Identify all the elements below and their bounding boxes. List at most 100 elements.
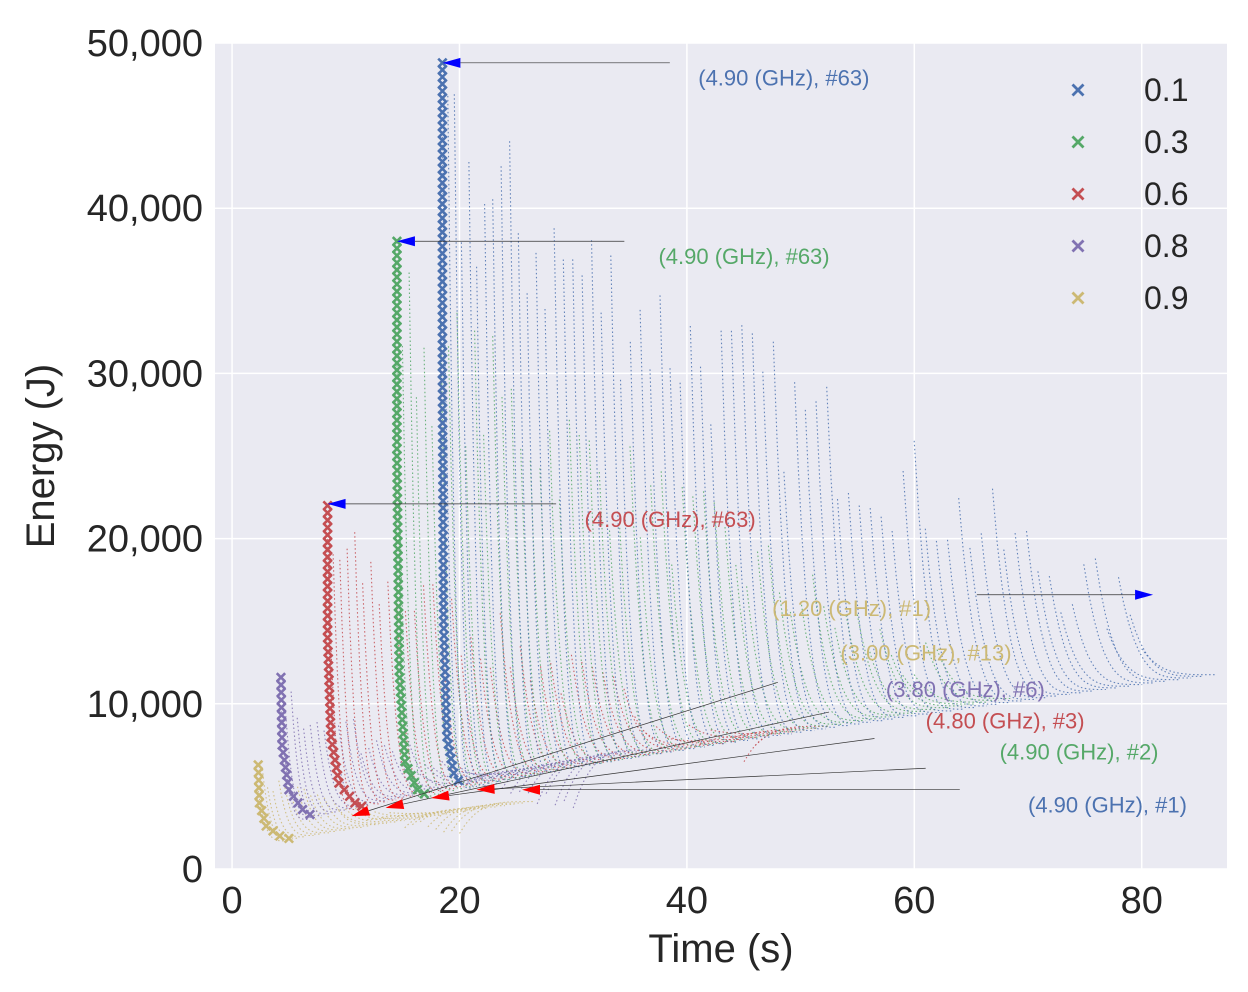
annotation-arrow-head	[476, 783, 495, 794]
configuration-trace	[492, 336, 532, 777]
configuration-trace	[681, 486, 737, 742]
configuration-trace	[290, 793, 329, 834]
configuration-trace	[303, 728, 337, 813]
frontier-marker	[278, 747, 289, 758]
configuration-trace	[443, 803, 515, 833]
configuration-trace	[451, 598, 496, 782]
y-tick-label: 30,000	[87, 353, 203, 395]
configuration-trace	[419, 807, 487, 823]
legend-marker	[1071, 135, 1085, 149]
frontier-marker	[402, 763, 414, 774]
configuration-trace	[847, 492, 906, 718]
x-tick-label: 60	[893, 880, 935, 922]
legend-label: 0.6	[1144, 176, 1188, 212]
configuration-trace	[416, 771, 469, 785]
plot-area	[215, 43, 1227, 869]
annotation-arrow-head	[431, 790, 450, 801]
configuration-trace	[460, 242, 492, 784]
configuration-trace	[296, 717, 330, 815]
frontier-marker	[281, 769, 292, 780]
configuration-trace	[536, 757, 607, 805]
frontier-marker	[419, 788, 430, 799]
configuration-trace	[794, 382, 849, 727]
configuration-trace	[470, 637, 517, 778]
legend-label: 0.1	[1144, 72, 1188, 108]
configuration-trace	[688, 724, 757, 739]
configuration-trace	[562, 259, 602, 764]
configuration-trace	[660, 471, 715, 746]
configuration-trace	[278, 780, 314, 837]
frontier-marker	[276, 739, 288, 751]
configuration-trace	[1048, 576, 1118, 689]
configuration-trace	[396, 361, 426, 799]
configuration-trace	[659, 295, 705, 748]
configuration-trace	[337, 808, 387, 824]
frontier-marker	[292, 797, 304, 809]
configuration-trace	[880, 516, 940, 714]
annotation-arrow-head	[327, 498, 346, 509]
configuration-trace	[710, 424, 759, 740]
frontier-marker	[283, 833, 295, 844]
legend-label: 0.8	[1144, 228, 1188, 264]
configuration-trace	[517, 233, 554, 773]
configuration-trace	[383, 745, 432, 792]
configuration-trace	[309, 724, 345, 811]
frontier-marker	[279, 754, 290, 766]
configuration-trace	[925, 642, 999, 701]
configuration-trace	[526, 293, 563, 771]
configuration-trace	[935, 540, 999, 705]
configuration-trace	[539, 468, 583, 768]
configuration-trace	[804, 409, 860, 725]
annotation-label: (1.20 (GHz), #1)	[772, 596, 931, 621]
frontier-marker	[399, 756, 411, 767]
configuration-trace	[1094, 558, 1167, 682]
configuration-trace	[563, 751, 637, 802]
configuration-trace	[535, 252, 573, 769]
configuration-trace	[890, 654, 962, 707]
annotation-arrow-line	[403, 711, 830, 805]
annotation-label: (4.90 (GHz), #1)	[1028, 793, 1187, 818]
configuration-trace	[581, 661, 640, 758]
configuration-trace	[913, 440, 975, 709]
configuration-trace	[476, 266, 509, 781]
x-tick-label: 40	[666, 880, 708, 922]
configuration-trace	[489, 667, 539, 775]
configuration-trace	[623, 688, 686, 750]
configuration-trace	[424, 764, 478, 783]
configuration-trace	[669, 368, 716, 746]
grid	[215, 42, 1227, 870]
frontier-marker	[282, 777, 293, 788]
configuration-trace	[958, 498, 1023, 702]
x-tick-label: 80	[1121, 880, 1163, 922]
configuration-trace	[991, 488, 1058, 697]
configuration-trace	[868, 647, 938, 711]
configuration-trace	[800, 604, 866, 722]
frontier-marker	[329, 754, 341, 766]
frontier-marker	[447, 760, 458, 772]
configuration-trace	[610, 255, 653, 756]
configuration-trace	[310, 795, 354, 830]
configuration-trace	[902, 470, 964, 710]
annotation-label: (3.00 (GHz), #13)	[840, 641, 1011, 666]
configuration-trace	[572, 749, 648, 809]
annotation-arrow-line	[494, 767, 926, 790]
configuration-trace	[741, 325, 793, 735]
configuration-trace	[374, 811, 432, 818]
frontier-marker	[325, 731, 337, 742]
configuration-trace	[435, 805, 505, 830]
frontier-marker	[412, 784, 423, 795]
configuration-trace	[588, 440, 637, 758]
configuration-trace	[296, 786, 337, 832]
frontier-marker	[283, 784, 295, 795]
x-tick-label: 0	[221, 880, 242, 922]
configuration-trace	[789, 611, 854, 724]
y-tick-label: 10,000	[87, 684, 203, 726]
frontier-marker	[441, 731, 453, 742]
annotation-label: (4.90 (GHz), #2)	[1000, 740, 1159, 765]
configuration-trace	[619, 527, 670, 753]
configuration-trace	[441, 136, 471, 789]
frontier-marker	[297, 804, 308, 815]
configuration-trace	[666, 737, 733, 742]
configuration-trace	[370, 561, 406, 799]
configuration-trace	[408, 740, 460, 787]
